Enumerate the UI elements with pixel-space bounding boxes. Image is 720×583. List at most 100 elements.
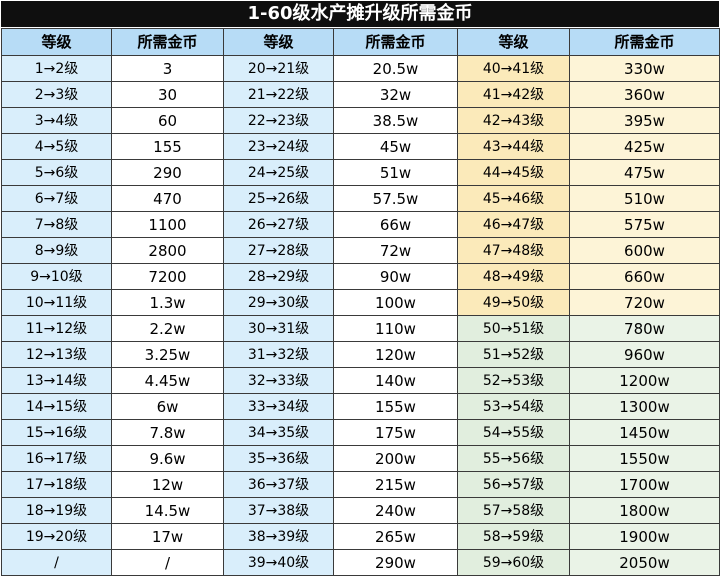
coins-cell: 425w (569, 133, 720, 160)
level-cell: 51→52级 (457, 341, 570, 368)
coins-cell: 575w (569, 211, 720, 238)
table-row: 11→12级 2.2w 30→31级 110w 50→51级 780w (1, 315, 720, 342)
header-level-3: 等级 (457, 28, 570, 56)
coins-cell: 110w (333, 315, 458, 342)
table-row: 16→17级 9.6w 35→36级 200w 55→56级 1550w (1, 445, 720, 472)
header-level-2: 等级 (223, 28, 334, 56)
coins-cell: 4.45w (111, 367, 224, 394)
coins-cell: 30 (111, 81, 224, 108)
level-cell: 18→19级 (1, 497, 112, 524)
coins-cell: 7.8w (111, 419, 224, 446)
level-cell: 52→53级 (457, 367, 570, 394)
table-row: 10→11级 1.3w 29→30级 100w 49→50级 720w (1, 289, 720, 316)
coins-cell: 9.6w (111, 445, 224, 472)
coins-cell: 20.5w (333, 55, 458, 82)
level-cell: 31→32级 (223, 341, 334, 368)
level-cell: 49→50级 (457, 289, 570, 316)
coins-cell: 14.5w (111, 497, 224, 524)
level-cell: 41→42级 (457, 81, 570, 108)
coins-cell: 360w (569, 81, 720, 108)
level-cell: 32→33级 (223, 367, 334, 394)
table-row: 4→5级 155 23→24级 45w 43→44级 425w (1, 133, 720, 160)
coins-cell: 1100 (111, 211, 224, 238)
coins-cell: 7200 (111, 263, 224, 290)
level-cell: 4→5级 (1, 133, 112, 160)
coins-cell: 2800 (111, 237, 224, 264)
level-cell: 50→51级 (457, 315, 570, 342)
table-row: 14→15级 6w 33→34级 155w 53→54级 1300w (1, 393, 720, 420)
level-cell: 57→58级 (457, 497, 570, 524)
level-cell: 24→25级 (223, 159, 334, 186)
coins-cell: 32w (333, 81, 458, 108)
table-body: 1→2级 3 20→21级 20.5w 40→41级 330w 2→3级 30 21→22级 32… (1, 55, 720, 576)
level-cell: 28→29级 (223, 263, 334, 290)
level-cell: / (1, 549, 112, 576)
level-cell: 20→21级 (223, 55, 334, 82)
table-row: 5→6级 290 24→25级 51w 44→45级 475w (1, 159, 720, 186)
coins-cell: 290 (111, 159, 224, 186)
coins-cell: 155w (333, 393, 458, 420)
level-cell: 42→43级 (457, 107, 570, 134)
coins-cell: 1200w (569, 367, 720, 394)
coins-cell: 51w (333, 159, 458, 186)
level-cell: 2→3级 (1, 81, 112, 108)
coins-cell: 2.2w (111, 315, 224, 342)
page-title: 1-60级水产摊升级所需金币 (1, 1, 719, 27)
level-cell: 39→40级 (223, 549, 334, 576)
coins-cell: 175w (333, 419, 458, 446)
level-cell: 54→55级 (457, 419, 570, 446)
coins-cell: 60 (111, 107, 224, 134)
coins-cell: 660w (569, 263, 720, 290)
coins-cell: 140w (333, 367, 458, 394)
table-row: //39→40级 290w 59→60级 2050w (1, 549, 720, 576)
level-cell: 10→11级 (1, 289, 112, 316)
table-row: 3→4级 60 22→23级 38.5w 42→43级 395w (1, 107, 720, 134)
header-level-1: 等级 (1, 28, 112, 56)
coins-cell: 155 (111, 133, 224, 160)
table-row: 15→16级 7.8w 34→35级 175w 54→55级 1450w (1, 419, 720, 446)
level-cell: 12→13级 (1, 341, 112, 368)
level-cell: 8→9级 (1, 237, 112, 264)
table-row: 8→9级 2800 27→28级 72w 47→48级 600w (1, 237, 720, 264)
coins-cell: 1700w (569, 471, 720, 498)
level-cell: 29→30级 (223, 289, 334, 316)
coins-cell: 66w (333, 211, 458, 238)
level-cell: 30→31级 (223, 315, 334, 342)
table-row: 6→7级 470 25→26级 57.5w 45→46级 510w (1, 185, 720, 212)
level-cell: 37→38级 (223, 497, 334, 524)
coins-cell: / (111, 549, 224, 576)
level-cell: 3→4级 (1, 107, 112, 134)
level-cell: 40→41级 (457, 55, 570, 82)
level-cell: 23→24级 (223, 133, 334, 160)
level-cell: 7→8级 (1, 211, 112, 238)
header-coins-2: 所需金币 (333, 28, 458, 56)
level-cell: 14→15级 (1, 393, 112, 420)
coins-cell: 17w (111, 523, 224, 550)
coins-cell: 200w (333, 445, 458, 472)
level-cell: 44→45级 (457, 159, 570, 186)
coins-cell: 1550w (569, 445, 720, 472)
coins-cell: 960w (569, 341, 720, 368)
upgrade-cost-table: 等级 所需金币 等级 所需金币 等级 所需金币 1→2级 3 20→21级 20.5w… (1, 28, 720, 576)
table-row: 9→10级 7200 28→29级 90w 48→49级 660w (1, 263, 720, 290)
coins-cell: 72w (333, 237, 458, 264)
level-cell: 11→12级 (1, 315, 112, 342)
coins-cell: 240w (333, 497, 458, 524)
level-cell: 9→10级 (1, 263, 112, 290)
level-cell: 5→6级 (1, 159, 112, 186)
coins-cell: 215w (333, 471, 458, 498)
header-coins-3: 所需金币 (569, 28, 720, 56)
coins-cell: 38.5w (333, 107, 458, 134)
coins-cell: 780w (569, 315, 720, 342)
level-cell: 53→54级 (457, 393, 570, 420)
coins-cell: 3.25w (111, 341, 224, 368)
level-cell: 21→22级 (223, 81, 334, 108)
table-row: 12→13级 3.25w 31→32级 120w 51→52级 960w (1, 341, 720, 368)
coins-cell: 330w (569, 55, 720, 82)
coins-cell: 100w (333, 289, 458, 316)
table-row: 18→19级 14.5w 37→38级 240w 57→58级 1800w (1, 497, 720, 524)
coins-cell: 1800w (569, 497, 720, 524)
table-row: 13→14级 4.45w 32→33级 140w 52→53级 1200w (1, 367, 720, 394)
level-cell: 48→49级 (457, 263, 570, 290)
